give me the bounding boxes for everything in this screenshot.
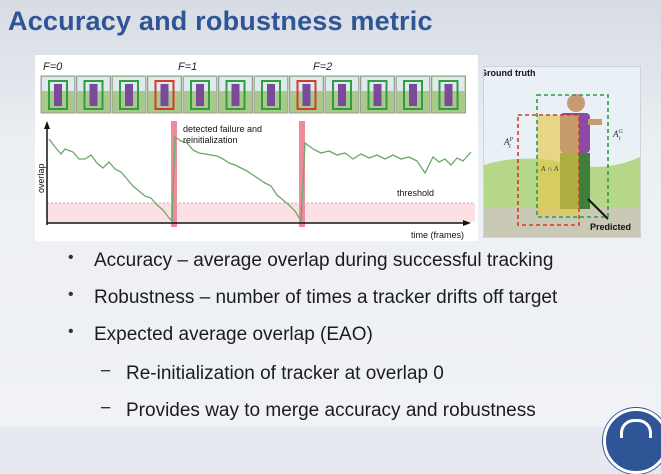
intersection-area bbox=[537, 115, 579, 215]
thumbnail-person bbox=[409, 84, 417, 106]
frame-thumbnail bbox=[324, 75, 360, 114]
frame-thumbnail-strip bbox=[40, 75, 466, 114]
svg-text:APt: AP t bbox=[503, 137, 514, 150]
frame-thumbnail bbox=[253, 75, 289, 114]
ground-truth-label: Ground truth bbox=[484, 68, 536, 78]
tracking-bounding-box bbox=[190, 80, 210, 110]
thumbnail-person bbox=[373, 84, 382, 106]
frame-thumbnail bbox=[218, 75, 253, 114]
frame-label-f2: F=2 bbox=[313, 61, 332, 73]
y-axis-arrow bbox=[44, 121, 50, 129]
frame-thumbnail bbox=[111, 75, 147, 114]
overlap-illustration-figure: Ground truth Predicted AG t AP t A ∩ A bbox=[483, 66, 641, 238]
tracking-bounding-box bbox=[367, 80, 388, 110]
gt-area-label: A bbox=[612, 129, 619, 139]
person-head bbox=[567, 94, 585, 112]
x-axis-arrow bbox=[463, 220, 471, 226]
svg-text:A∩ A: A ∩ A bbox=[540, 165, 559, 173]
frame-thumbnail bbox=[395, 75, 431, 114]
frame-thumbnail bbox=[76, 75, 111, 114]
predicted-label: Predicted bbox=[590, 222, 631, 232]
thumbnail-person bbox=[160, 84, 169, 106]
frame-thumbnail bbox=[289, 75, 324, 114]
thumbnail-person bbox=[231, 84, 240, 106]
intersection-label: A bbox=[540, 165, 546, 173]
frame-label-f1: F=1 bbox=[178, 61, 197, 73]
thumbnail-person bbox=[444, 84, 453, 106]
slide-title: Accuracy and robustness metric bbox=[8, 6, 433, 36]
thumbnail-person bbox=[196, 84, 204, 106]
tracking-bounding-box bbox=[438, 80, 459, 110]
thumbnail-person bbox=[302, 84, 311, 106]
failure-bounding-box bbox=[154, 80, 175, 110]
predicted-box bbox=[517, 114, 580, 226]
tracking-overlap-figure: F=0 F=1 F=2 detected failure and reiniti… bbox=[35, 55, 478, 241]
tracking-bounding-box bbox=[261, 80, 281, 110]
tracking-bounding-box bbox=[119, 80, 139, 110]
gt-area-sup: G bbox=[619, 129, 624, 135]
tracking-bounding-box bbox=[48, 80, 68, 110]
frame-thumbnail bbox=[431, 75, 466, 114]
thumbnail-person bbox=[338, 84, 346, 106]
failure-annotation-line-1: detected failure and bbox=[183, 124, 262, 134]
person-arm bbox=[588, 119, 602, 125]
frame-thumbnail bbox=[360, 75, 395, 114]
predicted-pointer-line bbox=[587, 198, 609, 220]
ground-truth-box bbox=[536, 94, 609, 218]
overlap-curve bbox=[48, 135, 472, 224]
tracking-bounding-box bbox=[403, 80, 423, 110]
frame-thumbnail bbox=[182, 75, 218, 114]
failure-annotation-line-2: reinitialization bbox=[183, 135, 238, 145]
x-axis-label: time (frames) bbox=[411, 230, 464, 240]
tracking-bounding-box bbox=[332, 80, 352, 110]
pred-area-sup: P bbox=[509, 137, 514, 143]
frame-label-f0: F=0 bbox=[43, 61, 63, 73]
university-logo-icon bbox=[603, 408, 661, 474]
pred-area-sub: t bbox=[509, 144, 511, 150]
tracking-bounding-box bbox=[83, 80, 104, 110]
svg-text:AGt: AG t bbox=[612, 129, 624, 142]
failure-bar-2 bbox=[299, 121, 305, 227]
thumbnail-person bbox=[267, 84, 275, 106]
thumbnail-person bbox=[89, 84, 98, 106]
frame-thumbnail bbox=[147, 75, 182, 114]
thumbnail-person bbox=[54, 84, 62, 106]
pred-area-label: A bbox=[503, 137, 510, 147]
frame-thumbnail bbox=[40, 75, 76, 114]
threshold-zone bbox=[47, 203, 475, 222]
thumbnail-person bbox=[125, 84, 133, 106]
tracking-bounding-box bbox=[225, 80, 246, 110]
failure-bounding-box bbox=[296, 80, 317, 110]
intersection-label-rest: ∩ A bbox=[547, 165, 559, 173]
y-axis-label: overlap bbox=[36, 163, 46, 193]
threshold-label: threshold bbox=[397, 188, 434, 198]
gt-area-sub: t bbox=[619, 136, 621, 142]
